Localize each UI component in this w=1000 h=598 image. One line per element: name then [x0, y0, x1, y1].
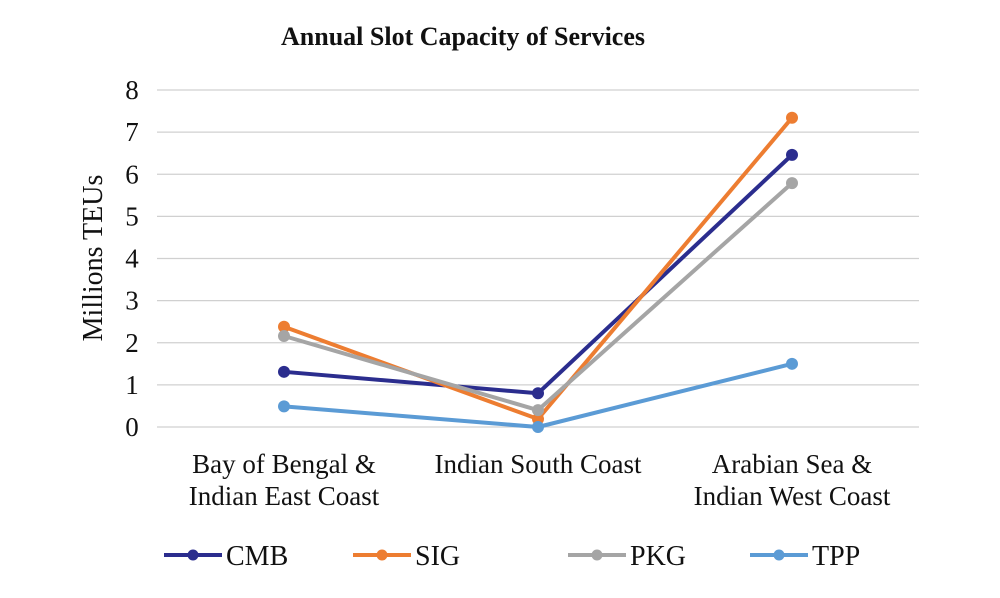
legend-label: SIG: [415, 541, 460, 572]
x-category-label: Arabian Sea &: [712, 449, 872, 479]
data-point: [532, 421, 544, 433]
x-category-label: Indian East Coast: [189, 481, 380, 511]
legend-item-cmb: CMB: [164, 541, 288, 572]
legend-item-tpp: TPP: [750, 541, 860, 572]
chart-title: Annual Slot Capacity of Services: [281, 22, 645, 51]
series-pkg: [278, 177, 798, 417]
data-point: [278, 330, 290, 343]
data-point: [786, 177, 798, 190]
legend-marker: [773, 549, 785, 561]
legend: CMB SIG PKG TPP: [164, 541, 860, 572]
legend-label: PKG: [630, 541, 686, 572]
series-tpp: [278, 357, 798, 433]
data-point: [532, 404, 544, 417]
x-category-label: Bay of Bengal &: [192, 449, 376, 479]
y-tick-label: 8: [125, 75, 139, 105]
legend-marker: [187, 549, 199, 561]
data-point: [532, 387, 544, 400]
legend-item-sig: SIG: [353, 541, 460, 572]
y-axis-label: Millions TEUs: [78, 175, 109, 342]
x-category-label: Indian West Coast: [694, 481, 891, 511]
y-tick-label: 0: [125, 412, 139, 442]
y-tick-label: 4: [125, 244, 139, 274]
series-line: [282, 115, 794, 421]
series-line: [282, 181, 794, 413]
series-cmb: [278, 148, 798, 400]
legend-label: CMB: [226, 541, 288, 572]
legend-item-pkg: PKG: [568, 541, 686, 572]
y-tick-label: 5: [125, 201, 139, 231]
data-point: [786, 357, 798, 370]
gridlines: [157, 89, 919, 428]
y-tick-label: 6: [125, 159, 139, 189]
legend-marker: [591, 549, 603, 561]
series-sig: [278, 111, 798, 425]
y-tick-label: 7: [125, 117, 139, 147]
y-tick-label: 3: [125, 286, 139, 316]
series-lines: [278, 111, 798, 433]
data-point: [278, 320, 290, 333]
x-axis-categories: Bay of Bengal &Indian East Coast Indian S…: [189, 449, 891, 511]
data-point: [786, 148, 798, 161]
data-point: [278, 365, 290, 378]
y-tick-label: 2: [125, 328, 139, 358]
legend-label: TPP: [812, 541, 860, 572]
x-category-label: Indian South Coast: [435, 449, 642, 479]
data-point: [786, 111, 798, 124]
y-axis-ticks: 0 1 2 3 4 5 6 7 8: [125, 75, 139, 442]
y-tick-label: 1: [125, 370, 139, 400]
data-point: [278, 400, 290, 413]
legend-marker: [376, 549, 388, 561]
